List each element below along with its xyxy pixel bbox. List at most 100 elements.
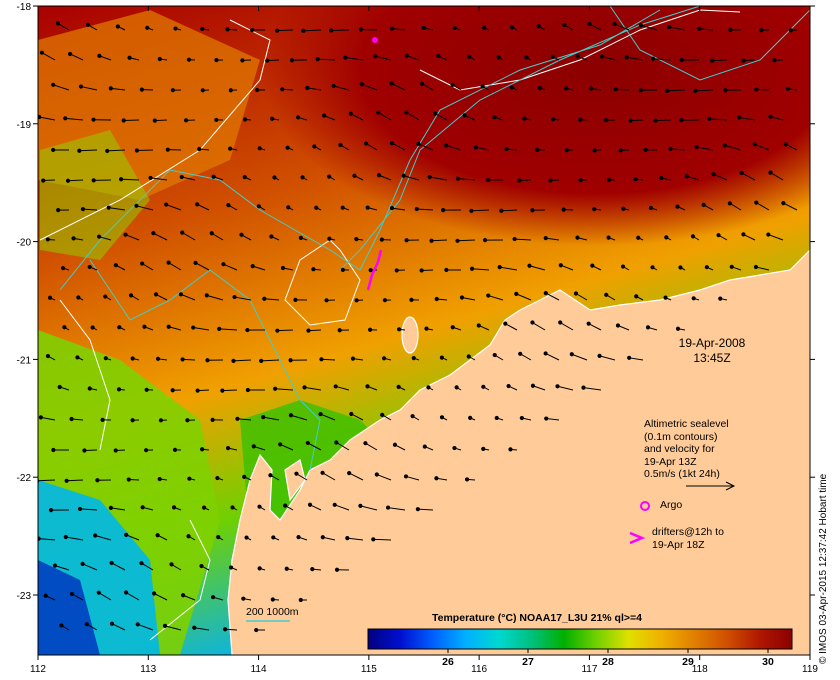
velocity-arrow [320, 413, 336, 421]
velocity-arrow [38, 538, 56, 541]
velocity-arrow-head [404, 238, 409, 243]
velocity-arrow-head [429, 238, 434, 243]
velocity-arrow [699, 28, 714, 31]
velocity-arrow-head [467, 54, 472, 59]
velocity-arrow [317, 58, 336, 61]
velocity-arrow-head [200, 88, 205, 93]
velocity-arrow-head [675, 326, 681, 331]
velocity-arrow [361, 83, 378, 91]
velocity-arrow-head [51, 147, 56, 153]
velocity-arrow [347, 537, 364, 541]
velocity-arrow [166, 204, 182, 211]
velocity-arrow-head [401, 173, 406, 178]
velocity-arrow-head [43, 593, 48, 598]
velocity-arrow [195, 262, 210, 271]
velocity-arrow-head [424, 326, 429, 331]
velocity-arrow-head [235, 416, 240, 421]
velocity-arrow [729, 202, 742, 211]
velocity-arrow-head [220, 388, 225, 393]
velocity-arrow-head [512, 236, 517, 242]
velocity-arrow [768, 234, 784, 241]
velocity-arrow [211, 232, 224, 241]
velocity-arrow-head [788, 28, 793, 33]
velocity-note-line: and velocity for [644, 443, 715, 455]
velocity-arrow-head [211, 174, 216, 179]
velocity-arrow-head [222, 627, 228, 632]
velocity-arrow [82, 563, 98, 571]
velocity-arrow-head [530, 320, 535, 325]
velocity-arrow-head [741, 232, 746, 237]
velocity-arrow-head [729, 264, 734, 269]
velocity-arrow-head [722, 143, 727, 148]
velocity-arrow-head [172, 447, 178, 452]
velocity-arrow [376, 474, 392, 481]
map-border [37, 5, 811, 656]
argo-float-marker [372, 37, 378, 43]
velocity-arrow-head [77, 506, 83, 512]
velocity-arrow-head [404, 53, 409, 58]
velocity-arrow [164, 625, 182, 631]
velocity-arrow-head [221, 262, 226, 267]
velocity-arrow-head [108, 86, 113, 91]
velocity-arrow-head [45, 237, 50, 242]
velocity-arrow-head [544, 416, 549, 421]
velocity-arrow-head [664, 235, 669, 240]
velocity-arrow [738, 117, 756, 121]
velocity-arrow [709, 118, 728, 121]
x-tick-label: 115 [361, 664, 377, 675]
velocity-arrow-head [615, 323, 621, 328]
velocity-arrow [54, 565, 70, 571]
velocity-arrow-head [473, 145, 478, 150]
velocity-arrow-head [419, 268, 424, 273]
velocity-arrow-head [113, 263, 118, 268]
velocity-arrow [446, 144, 462, 151]
velocity-arrow-head [65, 178, 71, 183]
velocity-arrow-head [152, 591, 157, 596]
velocity-arrow [418, 143, 434, 151]
velocity-arrow-head [694, 145, 699, 150]
velocity-arrow-head [663, 295, 668, 300]
velocity-arrow-head [651, 56, 656, 61]
velocity-arrow-head [311, 267, 316, 272]
velocity-arrow-head [48, 507, 54, 513]
velocity-arrow-head [736, 115, 742, 120]
velocity-arrow-head [701, 202, 706, 207]
velocity-arrow-head [527, 263, 532, 268]
velocity-arrow [280, 443, 294, 451]
velocity-arrow-head [283, 503, 288, 508]
velocity-arrow [615, 88, 630, 91]
velocity-arrow [168, 326, 182, 331]
velocity-arrow-head [195, 388, 200, 393]
velocity-arrow-head [358, 503, 363, 508]
velocity-arrow-head [62, 325, 67, 330]
velocity-arrow-head [200, 26, 205, 32]
date-label: 19-Apr-2008 13:45Z [664, 336, 760, 366]
velocity-arrow-head [60, 266, 66, 271]
velocity-arrow-head [288, 358, 293, 363]
x-tick-label: 113 [140, 664, 156, 675]
velocity-arrow [667, 89, 686, 92]
velocity-arrow-head [368, 327, 373, 332]
land-mass [227, 249, 810, 655]
velocity-arrow-head [228, 565, 234, 570]
velocity-arrow-head [459, 295, 465, 300]
velocity-arrow-head [244, 535, 249, 540]
time-line-2: 13:45Z [693, 351, 731, 365]
velocity-arrow-head [638, 88, 643, 93]
velocity-arrow-head [45, 353, 51, 359]
velocity-arrow-head [543, 351, 548, 356]
velocity-arrow-head [105, 148, 110, 154]
velocity-arrow [583, 387, 602, 391]
velocity-arrow [181, 176, 196, 181]
velocity-arrow [755, 266, 770, 271]
velocity-arrow-head [624, 55, 629, 60]
velocity-arrow-head [675, 204, 680, 209]
velocity-arrow-head [124, 532, 129, 537]
velocity-arrow-head [306, 328, 311, 333]
velocity-arrow-head [272, 175, 277, 180]
velocity-arrow [351, 413, 364, 421]
velocity-arrow [391, 142, 406, 151]
velocity-arrow-head [296, 535, 301, 540]
velocity-arrow-head [551, 117, 556, 122]
velocity-arrow-head [77, 148, 82, 153]
